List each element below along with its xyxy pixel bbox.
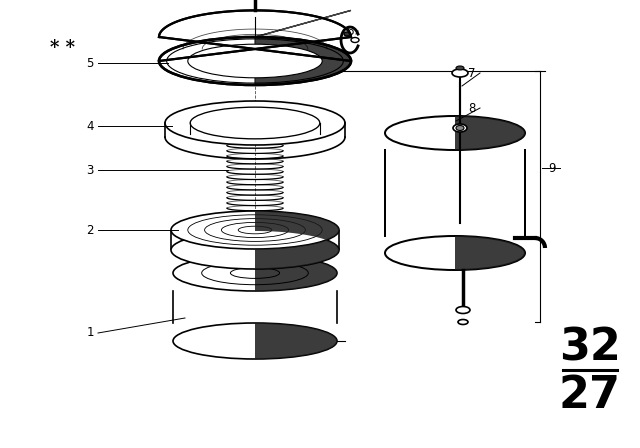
Polygon shape — [455, 116, 525, 270]
Text: 3: 3 — [86, 164, 93, 177]
Polygon shape — [255, 10, 351, 85]
Text: 4: 4 — [86, 120, 93, 133]
Text: 7: 7 — [468, 66, 476, 79]
Ellipse shape — [456, 125, 464, 130]
Ellipse shape — [165, 101, 345, 145]
Ellipse shape — [173, 255, 337, 291]
Ellipse shape — [351, 38, 359, 43]
Ellipse shape — [190, 107, 320, 139]
Text: 8: 8 — [468, 102, 476, 115]
Text: 2: 2 — [86, 224, 93, 237]
Ellipse shape — [188, 44, 322, 78]
Text: 1: 1 — [86, 327, 93, 340]
Text: 9: 9 — [548, 161, 556, 175]
Text: 5: 5 — [86, 56, 93, 69]
Ellipse shape — [171, 231, 339, 269]
Ellipse shape — [171, 211, 339, 249]
Ellipse shape — [456, 66, 464, 70]
Ellipse shape — [173, 323, 337, 359]
Polygon shape — [385, 150, 525, 236]
Ellipse shape — [452, 69, 468, 77]
Text: * *: * * — [49, 39, 74, 57]
Text: 6: 6 — [346, 25, 354, 38]
Polygon shape — [255, 255, 337, 359]
Ellipse shape — [385, 236, 525, 270]
Ellipse shape — [458, 319, 468, 324]
Ellipse shape — [159, 37, 351, 85]
Text: 32: 32 — [559, 327, 621, 370]
Ellipse shape — [456, 306, 470, 314]
Polygon shape — [171, 231, 339, 249]
Ellipse shape — [453, 124, 467, 132]
Polygon shape — [173, 291, 337, 323]
Ellipse shape — [385, 116, 525, 150]
Ellipse shape — [344, 32, 350, 36]
Text: 27: 27 — [559, 375, 621, 418]
Polygon shape — [255, 211, 339, 269]
